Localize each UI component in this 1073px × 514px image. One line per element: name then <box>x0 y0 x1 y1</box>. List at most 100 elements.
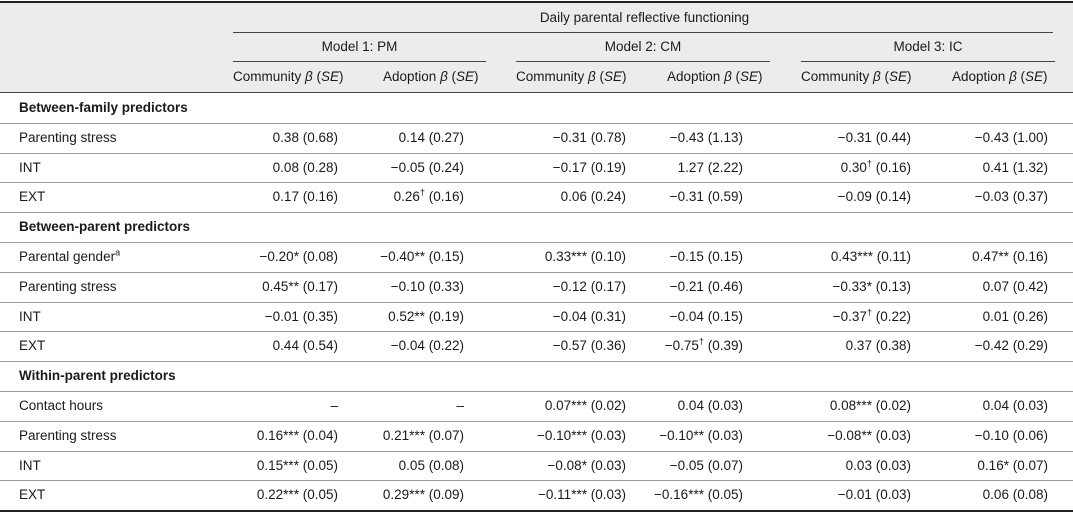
coefficient: −0.21 <box>669 279 704 294</box>
table-cell: −0.08** (0.03) <box>827 421 911 450</box>
standard-error: (0.08) <box>1012 487 1048 502</box>
standard-error: (0.22) <box>875 309 911 324</box>
coefficient: 0.33*** <box>544 249 587 264</box>
standard-error: (0.02) <box>875 398 911 413</box>
beta-symbol: β <box>873 69 881 84</box>
standard-error: (0.24) <box>428 160 464 175</box>
table-cell: 0.21*** (0.07) <box>383 421 464 450</box>
section-label: Within-parent predictors <box>19 361 176 390</box>
table-cell: −0.40** (0.15) <box>380 242 464 271</box>
table-cell: 0.38 (0.68) <box>273 123 338 152</box>
standard-error: (0.04) <box>302 428 338 443</box>
standard-error: (0.16) <box>302 189 338 204</box>
table-cell: −0.43 (1.00) <box>975 123 1048 152</box>
table-cell: 0.45** (0.17) <box>262 272 338 301</box>
standard-error: (0.07) <box>1012 458 1048 473</box>
row-label: EXT <box>19 182 45 211</box>
coefficient: −0.17 <box>552 160 587 175</box>
coefficient: −0.33* <box>832 279 872 294</box>
table-cell: 0.03 (0.03) <box>846 451 911 480</box>
significance-marker: † <box>866 307 872 318</box>
standard-error: (0.06) <box>1012 428 1048 443</box>
standard-error: (0.36) <box>590 338 626 353</box>
table-cell: 0.41 (1.32) <box>983 153 1048 182</box>
model-header-underline <box>801 61 1055 62</box>
table-cell: 0.44 (0.54) <box>273 331 338 360</box>
table-cell: −0.10*** (0.03) <box>537 421 626 450</box>
standard-error: (0.05) <box>302 458 338 473</box>
standard-error: (0.27) <box>428 130 464 145</box>
standard-error: (0.03) <box>707 398 743 413</box>
table-row: INT 0.08 (0.28) −0.05 (0.24) −0.17 (0.19) 1.… <box>0 153 1073 182</box>
standard-error: (0.24) <box>590 189 626 204</box>
row-divider <box>0 212 1073 213</box>
coefficient: 0.17 <box>272 189 299 204</box>
table-cell: −0.10 (0.33) <box>391 272 464 301</box>
table-cell: 0.01 (0.26) <box>983 302 1048 331</box>
row-label: INT <box>19 451 41 480</box>
coefficient: −0.75 <box>664 338 699 353</box>
table-cell: 0.37 (0.38) <box>846 331 911 360</box>
footnote-marker: a <box>115 247 121 258</box>
adoption-column-header: Adoption β (SE) <box>952 69 1048 84</box>
coefficient: – <box>330 398 338 413</box>
coefficient: 0.01 <box>982 309 1009 324</box>
row-label-text: Parental gender <box>19 249 116 264</box>
standard-error: (0.19) <box>590 160 626 175</box>
coefficient: 0.41 <box>982 160 1009 175</box>
coefficient: 0.08 <box>272 160 299 175</box>
table-cell: −0.16*** (0.05) <box>654 480 743 509</box>
standard-error: (0.33) <box>428 279 464 294</box>
coefficient: 0.30 <box>840 160 867 175</box>
column-group-label: Adoption <box>667 69 721 84</box>
row-label: Contact hours <box>19 391 103 420</box>
coefficient: −0.43 <box>669 130 704 145</box>
row-label: INT <box>19 153 41 182</box>
section-row: Within-parent predictors <box>0 361 1073 390</box>
coefficient: 0.07 <box>982 279 1009 294</box>
standard-error: (2.22) <box>707 160 743 175</box>
coefficient: −0.20* <box>259 249 299 264</box>
model-header-1: Model 1: PM <box>321 39 398 54</box>
standard-error: (0.03) <box>590 428 626 443</box>
coefficient: – <box>456 398 464 413</box>
standard-error: (0.10) <box>590 249 626 264</box>
row-divider <box>0 361 1073 362</box>
row-divider <box>0 182 1073 183</box>
coefficient: 1.27 <box>677 160 704 175</box>
standard-error: (0.68) <box>302 130 338 145</box>
table-cell: 0.29*** (0.09) <box>383 480 464 509</box>
coefficient: 0.04 <box>982 398 1009 413</box>
coefficient: −0.31 <box>552 130 587 145</box>
row-label: Parenting stress <box>19 421 117 450</box>
model-header-underline <box>516 61 770 62</box>
table-cell: 0.07*** (0.02) <box>545 391 626 420</box>
table-cell: −0.11*** (0.03) <box>538 480 626 509</box>
standard-error: (0.59) <box>707 189 743 204</box>
standard-error: (0.16) <box>875 160 911 175</box>
coefficient: 0.21*** <box>382 428 425 443</box>
coefficient: 0.06 <box>560 189 587 204</box>
row-divider <box>0 242 1073 243</box>
se-label: SE <box>889 69 908 84</box>
table-cell: −0.04 (0.31) <box>553 302 626 331</box>
table-cell: −0.05 (0.24) <box>391 153 464 182</box>
table-row: INT −0.01 (0.35) 0.52** (0.19) −0.04 (0.31)… <box>0 302 1073 331</box>
coefficient: −0.03 <box>974 189 1009 204</box>
standard-error: (0.03) <box>707 428 743 443</box>
coefficient: −0.10*** <box>537 428 587 443</box>
table-cell: 0.17 (0.16) <box>273 182 338 211</box>
coefficient: −0.04 <box>390 338 425 353</box>
coefficient: −0.01 <box>837 487 872 502</box>
se-label: SE <box>740 69 759 84</box>
coefficient: 0.14 <box>398 130 425 145</box>
table-cell: −0.31 (0.59) <box>670 182 743 211</box>
standard-error: (1.13) <box>707 130 743 145</box>
coefficient: −0.01 <box>264 309 299 324</box>
standard-error: (0.26) <box>1012 309 1048 324</box>
standard-error: (0.05) <box>302 487 338 502</box>
standard-error: (0.31) <box>590 309 626 324</box>
coefficient: −0.57 <box>552 338 587 353</box>
table-cell: −0.10** (0.03) <box>659 421 743 450</box>
row-label-text: Between-parent predictors <box>19 219 191 234</box>
